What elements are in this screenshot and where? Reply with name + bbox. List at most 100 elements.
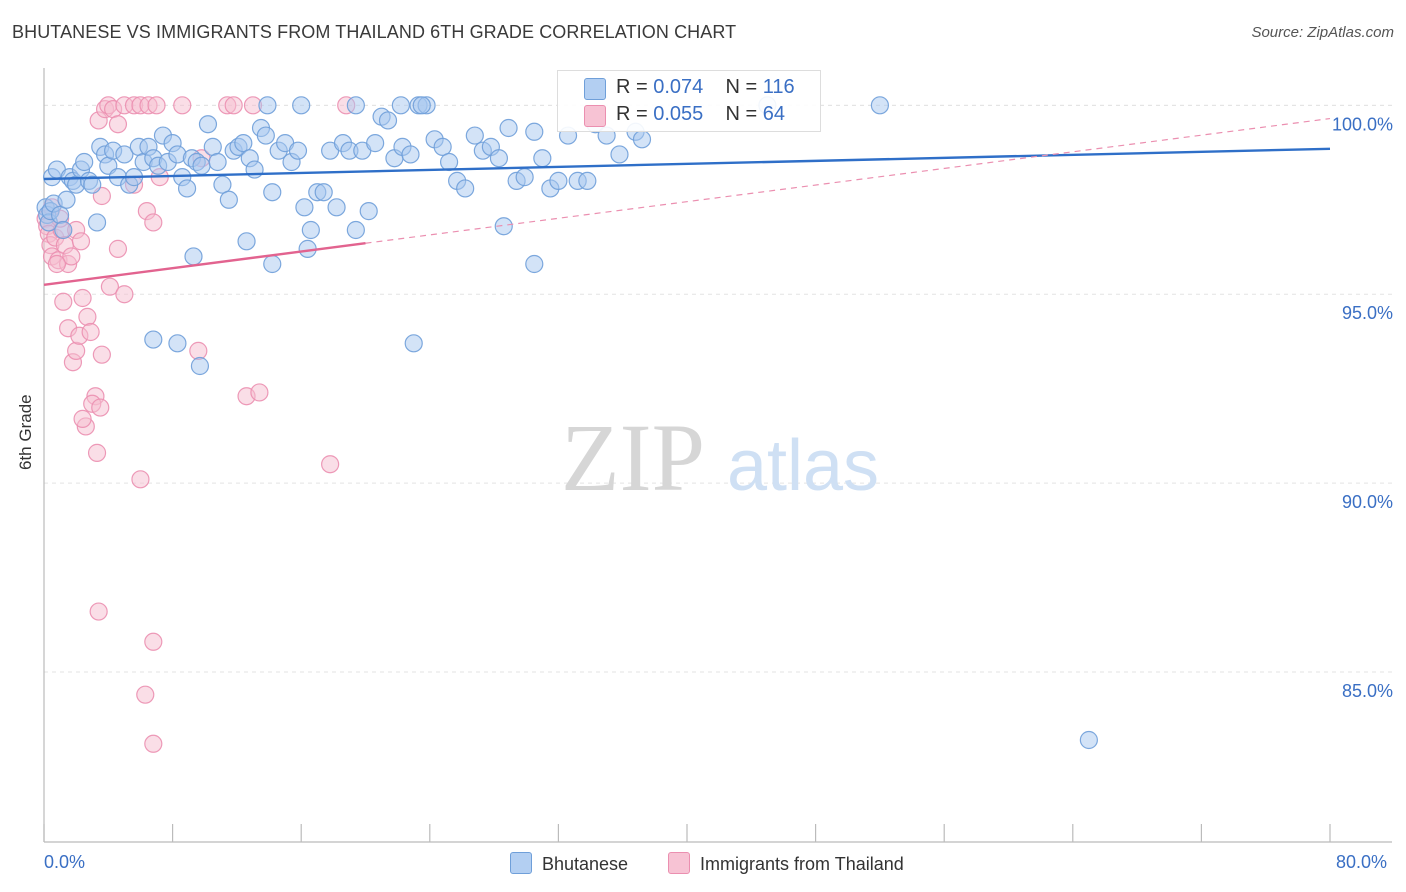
axes — [43, 68, 1392, 843]
legend-swatch-blue — [584, 78, 606, 100]
data-point — [168, 334, 187, 353]
legend-r-value: 0.055 — [653, 103, 704, 125]
y-tick-label: 90.0% — [1342, 492, 1393, 512]
legend-item-bhutanese[interactable]: Bhutanese — [510, 852, 628, 875]
data-point — [433, 137, 452, 156]
data-point — [258, 96, 277, 115]
data-point — [346, 96, 365, 115]
data-point — [404, 334, 423, 353]
watermark-atlas: atlas — [727, 426, 879, 506]
data-point — [144, 734, 163, 753]
data-point — [147, 96, 166, 115]
data-point — [136, 685, 155, 704]
data-point — [250, 383, 269, 402]
data-point — [321, 455, 340, 474]
data-point — [173, 96, 192, 115]
data-point — [131, 470, 150, 489]
data-point — [465, 126, 484, 145]
legend-n-label: N = — [725, 103, 758, 125]
legend-item-thailand[interactable]: Immigrants from Thailand — [668, 852, 904, 875]
data-point — [192, 156, 211, 175]
data-point — [327, 198, 346, 217]
data-point — [54, 220, 73, 240]
data-point — [234, 134, 253, 153]
data-point — [144, 632, 163, 651]
source-label: Source: ZipAtlas.com — [1251, 24, 1394, 41]
data-point — [208, 152, 227, 172]
data-point — [219, 190, 238, 209]
trend-line-bhutanese — [43, 147, 1331, 181]
data-point — [71, 232, 91, 251]
data-point — [50, 205, 70, 224]
data-point — [378, 111, 398, 130]
data-point — [189, 341, 208, 360]
data-point — [391, 96, 410, 115]
data-point — [263, 254, 282, 274]
data-point — [610, 145, 629, 164]
data-point — [73, 409, 92, 428]
data-point — [346, 220, 365, 240]
legend-r-value: 0.074 — [653, 76, 704, 98]
data-point — [224, 96, 243, 115]
legend-n-value: 64 — [762, 103, 786, 125]
data-point — [198, 115, 218, 134]
data-point — [412, 96, 431, 115]
data-point — [92, 345, 111, 364]
data-point — [292, 96, 311, 115]
data-point — [115, 145, 134, 164]
data-point — [47, 254, 66, 274]
data-point — [190, 356, 210, 376]
y-axis-label: 6th Grade — [16, 394, 35, 470]
data-point — [144, 213, 163, 232]
data-point — [549, 171, 568, 190]
data-point — [456, 179, 475, 198]
data-point — [366, 134, 385, 153]
series-thailand-points — [36, 96, 356, 753]
data-point — [494, 217, 513, 236]
data-point — [245, 160, 264, 179]
legend-n-value: 116 — [762, 76, 795, 98]
data-point — [57, 190, 76, 209]
y-tick-label: 85.0% — [1342, 681, 1393, 701]
data-point — [83, 175, 102, 194]
trend-line-thailand-extension — [365, 117, 1331, 244]
data-point — [578, 171, 597, 190]
data-point — [67, 341, 86, 360]
data-point — [108, 115, 128, 134]
data-point — [213, 175, 232, 194]
data-point — [263, 183, 282, 202]
data-point — [89, 602, 108, 621]
trend-line-thailand — [43, 242, 366, 286]
legend-r-label: R = — [616, 76, 648, 98]
data-point — [87, 213, 107, 232]
correlation-legend: R = 0.074 N = 116 R = 0.055 N = 64 — [557, 70, 821, 132]
data-point — [359, 202, 378, 221]
data-point — [184, 247, 203, 266]
data-point — [78, 307, 97, 326]
legend-swatch-blue — [510, 852, 532, 874]
data-point — [489, 149, 509, 168]
data-point — [439, 152, 459, 172]
data-point — [525, 254, 544, 274]
data-point — [91, 398, 110, 417]
data-point — [1079, 730, 1098, 750]
data-point — [288, 141, 308, 160]
y-tick-label: 100.0% — [1332, 114, 1393, 134]
data-point — [87, 443, 107, 462]
data-point — [237, 232, 256, 251]
data-point — [144, 330, 163, 349]
data-point — [515, 168, 534, 187]
data-point — [75, 152, 94, 172]
data-point — [73, 288, 92, 308]
data-point — [203, 137, 222, 156]
x-tick-label-max: 80.0% — [1336, 852, 1388, 872]
watermark: ZIP atlas — [561, 404, 879, 511]
data-point — [401, 145, 420, 164]
x-tick-label-min: 0.0% — [44, 852, 86, 872]
y-tick-label: 95.0% — [1342, 303, 1393, 323]
data-point — [301, 220, 320, 240]
data-point — [295, 198, 314, 217]
data-point — [100, 277, 120, 296]
data-point — [314, 183, 333, 202]
